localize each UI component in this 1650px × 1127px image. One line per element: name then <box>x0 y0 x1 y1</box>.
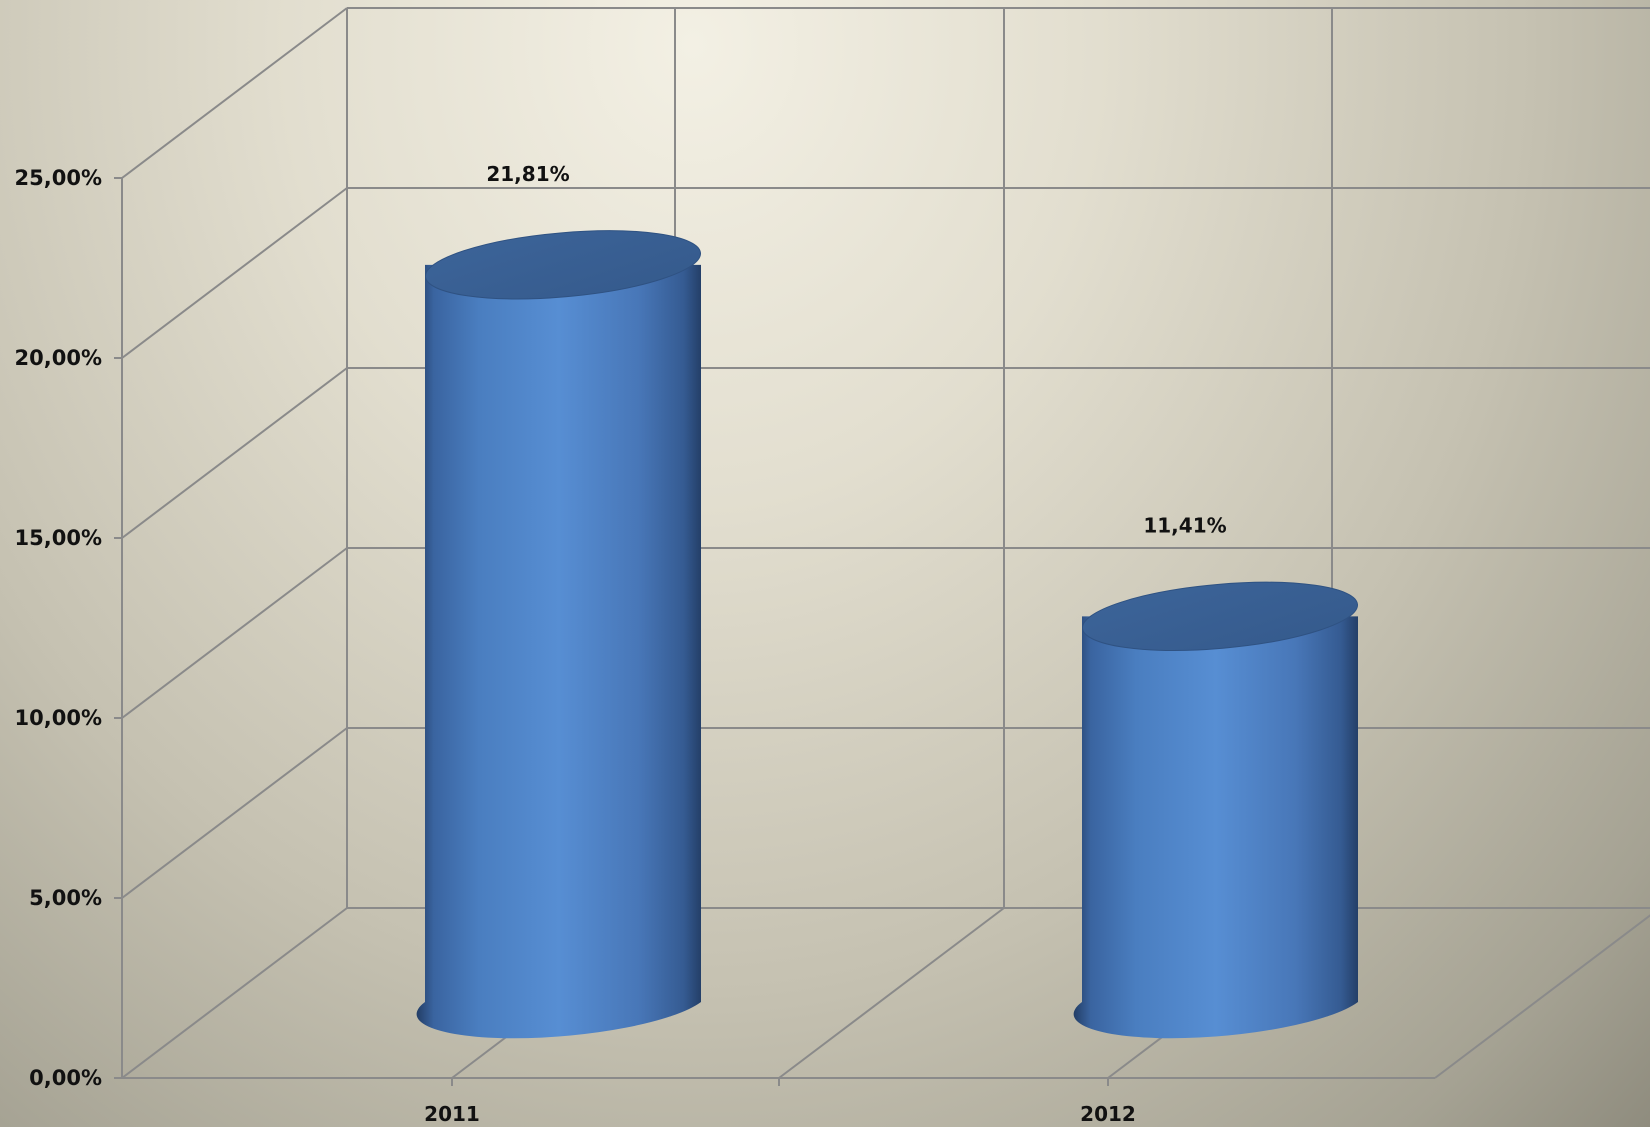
side-wall-gridline <box>121 907 348 1079</box>
bars <box>416 230 1359 1039</box>
y-tick-label: 5,00% <box>29 886 102 910</box>
bar-top <box>1081 581 1359 651</box>
bar-side <box>1073 616 1358 1039</box>
y-tick-label: 0,00% <box>29 1066 102 1090</box>
side-wall-gridline <box>121 727 348 899</box>
y-tick-label: 10,00% <box>15 706 102 730</box>
floor-gridline <box>778 907 1005 1079</box>
bar-2011 <box>416 230 702 1039</box>
side-wall-gridline <box>121 367 348 539</box>
y-tick-label: 15,00% <box>15 526 102 550</box>
side-wall-gridline <box>121 547 348 719</box>
bar-top <box>424 230 702 300</box>
y-tick-label: 25,00% <box>15 166 102 190</box>
category-label-2011: 2011 <box>424 1102 480 1126</box>
data-labels: 21,81% 11,41% <box>486 162 1226 538</box>
x-axis-category-labels: 2011 2012 <box>424 1102 1136 1126</box>
floor-right-edge <box>1434 914 1650 1079</box>
data-label-2011: 21,81% <box>486 162 569 186</box>
bar-side <box>416 264 701 1039</box>
y-tick-label: 20,00% <box>15 346 102 370</box>
side-wall-gridline <box>121 187 348 359</box>
y-axis-tick-labels: 0,00% 5,00% 10,00% 15,00% 20,00% 25,00% <box>15 166 102 1090</box>
gridlines <box>114 7 1650 1086</box>
bar-2012 <box>1073 581 1359 1039</box>
side-wall-gridline <box>121 7 348 179</box>
category-label-2012: 2012 <box>1080 1102 1136 1126</box>
data-label-2012: 11,41% <box>1143 513 1226 537</box>
